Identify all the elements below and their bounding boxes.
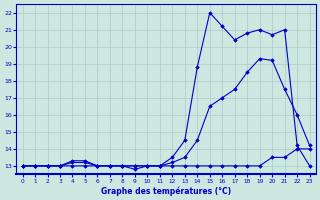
X-axis label: Graphe des températures (°C): Graphe des températures (°C) — [101, 186, 231, 196]
